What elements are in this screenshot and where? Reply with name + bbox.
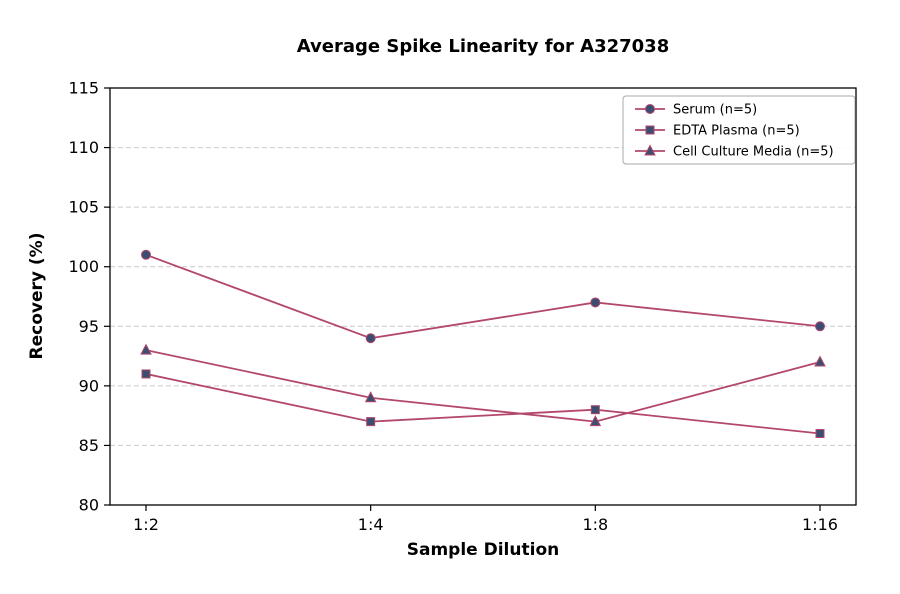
- legend-label: Cell Culture Media (n=5): [673, 145, 834, 160]
- x-tick-label: 1:2: [133, 515, 159, 534]
- y-tick-label: 105: [68, 198, 99, 217]
- legend-label: EDTA Plasma (n=5): [673, 124, 800, 139]
- y-axis-ticks: 80 85 90 95 100 105 110 115: [68, 79, 110, 515]
- y-axis-label: Recovery (%): [27, 232, 47, 360]
- y-tick-label: 95: [79, 317, 99, 336]
- square-marker: [645, 125, 655, 135]
- x-tick-label: 1:8: [582, 515, 608, 534]
- legend-box: [622, 95, 856, 165]
- triangle-marker: [814, 355, 826, 367]
- series-cell-culture-media-n-5: [140, 343, 826, 427]
- x-tick-label: 1:4: [358, 515, 384, 534]
- legend-label: Serum (n=5): [673, 103, 757, 118]
- square-marker: [815, 429, 825, 439]
- circle-marker: [815, 321, 825, 332]
- y-tick-label: 100: [68, 257, 99, 276]
- circle-marker: [645, 104, 655, 114]
- circle-marker: [365, 333, 376, 344]
- x-tick-label: 1:16: [802, 515, 838, 534]
- x-axis-ticks: 1:2 1:4 1:8 1:16: [133, 505, 838, 534]
- square-marker: [141, 369, 151, 379]
- triangle-marker: [364, 391, 377, 403]
- square-marker: [590, 405, 600, 415]
- y-tick-label: 85: [79, 436, 99, 455]
- circle-marker: [141, 249, 151, 260]
- y-tick-label: 110: [68, 138, 99, 157]
- chart-title: Average Spike Linearity for A327038: [296, 36, 670, 57]
- y-tick-label: 80: [79, 496, 99, 515]
- series-edta-plasma-n-5: [141, 369, 825, 439]
- y-tick-label: 115: [68, 79, 99, 98]
- triangle-marker: [140, 343, 152, 355]
- legend: Serum (n=5) EDTA Plasma (n=5) Cell Culture…: [622, 95, 856, 165]
- series-serum-n-5: [141, 249, 825, 344]
- x-axis-label: Sample Dilution: [406, 540, 560, 560]
- triangle-marker: [644, 144, 656, 156]
- triangle-marker: [589, 415, 602, 427]
- square-marker: [366, 417, 376, 427]
- circle-marker: [590, 297, 601, 308]
- plot-border: [109, 87, 857, 506]
- y-tick-label: 90: [79, 376, 99, 395]
